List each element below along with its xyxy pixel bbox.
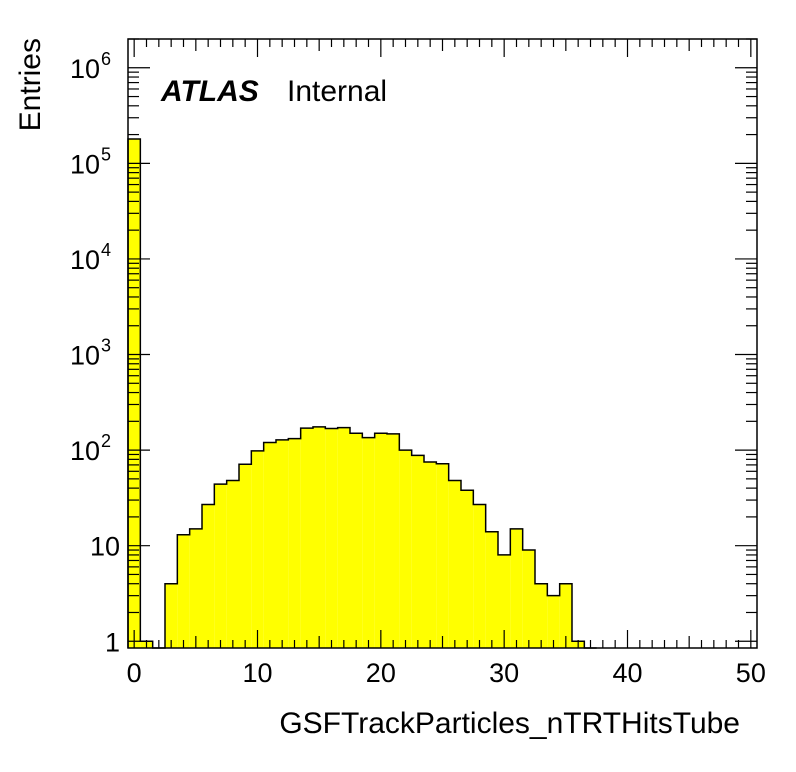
histogram-bar	[535, 583, 548, 648]
internal-label: Internal	[287, 75, 387, 108]
histogram-bar	[202, 504, 215, 648]
histogram-bar	[436, 463, 449, 648]
x-tick-label: 50	[736, 658, 766, 688]
y-tick-label: 10	[70, 245, 100, 275]
y-tick-label: 10	[70, 149, 100, 179]
histogram-bar	[374, 433, 387, 648]
histogram-bar	[337, 427, 350, 648]
y-tick-exponent: 6	[101, 49, 111, 69]
histogram-bar	[473, 504, 486, 648]
y-tick-exponent: 3	[101, 336, 111, 356]
y-tick-label: 10	[90, 532, 120, 562]
histogram-bar	[177, 534, 190, 648]
histogram-bar	[461, 490, 474, 648]
histogram-bar	[165, 583, 178, 648]
x-tick-label: 40	[612, 658, 642, 688]
histogram-bar	[263, 442, 276, 648]
y-tick-label: 10	[70, 54, 100, 84]
histogram-bar	[510, 528, 523, 648]
histogram-bar	[498, 554, 511, 648]
histogram-bar	[226, 480, 239, 648]
histogram-bar	[522, 550, 535, 648]
y-tick-exponent: 2	[101, 431, 111, 451]
histogram-bar	[300, 428, 313, 648]
y-tick-label: 10	[70, 436, 100, 466]
x-tick-label: 10	[242, 658, 272, 688]
x-ticks: 0 10 20 30 40 50	[127, 39, 766, 688]
histogram-bar	[362, 437, 375, 648]
histogram-bar	[411, 455, 424, 648]
y-tick-exponent: 4	[101, 240, 111, 260]
histogram-bar	[239, 464, 252, 648]
bars-layer	[128, 138, 585, 648]
y-axis-label: Entries	[14, 38, 47, 131]
histogram-bar	[559, 583, 572, 648]
histogram-bar	[189, 528, 202, 648]
histogram-bar	[251, 450, 264, 648]
histogram-bar	[325, 428, 338, 648]
histogram-outline	[127, 138, 597, 649]
histogram-bar	[313, 426, 326, 648]
y-tick-exponent: 5	[101, 144, 111, 164]
atlas-label: ATLAS	[160, 75, 259, 108]
histogram-bar	[128, 138, 141, 648]
histogram-bar	[424, 462, 437, 648]
x-tick-label: 30	[489, 658, 519, 688]
x-tick-label: 0	[127, 658, 142, 688]
x-tick-label: 20	[366, 658, 396, 688]
histogram-bar	[547, 595, 560, 648]
y-tick-label: 1	[105, 627, 120, 657]
histogram-bar	[214, 484, 227, 648]
x-axis-label: GSFTrackParticles_nTRTHitsTube	[279, 707, 740, 740]
y-tick-label: 10	[70, 341, 100, 371]
histogram-bar	[350, 433, 363, 648]
histogram-bar	[448, 480, 461, 648]
histogram-bar	[387, 433, 400, 648]
histogram-bar	[399, 450, 412, 648]
histogram-bar	[276, 439, 289, 648]
histogram-bar	[288, 438, 301, 648]
histogram-bar	[485, 531, 498, 648]
